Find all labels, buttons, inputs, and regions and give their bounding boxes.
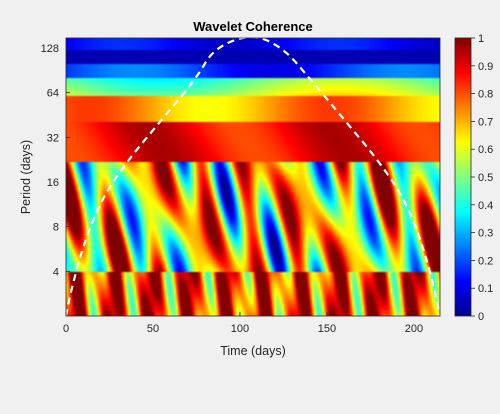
x-tick-label: 0	[63, 323, 69, 335]
x-axis-label: Time (days)	[220, 344, 286, 358]
x-tick-label: 50	[147, 323, 159, 335]
y-tick-label: 8	[53, 222, 59, 234]
y-tick-label: 128	[41, 43, 59, 55]
y-tick-label: 4	[53, 266, 59, 278]
cone-of-influence-line	[66, 38, 440, 316]
x-tick-label: 200	[405, 323, 423, 335]
colorbar-tick-label: 0.7	[478, 116, 493, 128]
y-tick-label: 16	[47, 177, 59, 189]
colorbar	[454, 37, 472, 317]
y-tick-label: 32	[47, 132, 59, 144]
colorbar-tick-label: 0.2	[478, 255, 493, 267]
y-axis: 4 8 16 32 64 128	[41, 43, 70, 278]
x-axis: 0 50 100 150 200	[63, 312, 423, 335]
colorbar-axis: 0 0.1 0.2 0.3 0.4 0.5 0.6 0.7 0.8 0.9 1	[471, 33, 493, 323]
coherence-heatmap	[66, 38, 440, 316]
colorbar-tick-label: 0.9	[478, 61, 493, 73]
colorbar-tick-label: 0	[478, 311, 484, 323]
plot-area	[66, 38, 440, 316]
colorbar-tick-label: 0.1	[478, 283, 493, 295]
colorbar-tick-label: 0.5	[478, 172, 493, 184]
chart-title: Wavelet Coherence	[193, 19, 312, 34]
colorbar-tick-label: 0.8	[478, 89, 493, 101]
colorbar-tick-label: 0.6	[478, 144, 493, 156]
plot-frame	[65, 37, 441, 317]
y-tick-label: 64	[47, 88, 59, 100]
x-tick-label: 100	[231, 323, 249, 335]
colorbar-tick-label: 0.3	[478, 228, 493, 240]
y-axis-label: Period (days)	[19, 140, 33, 214]
x-tick-label: 150	[318, 323, 336, 335]
colorbar-tick-label: 1	[478, 33, 484, 45]
colorbar-tick-label: 0.4	[478, 200, 493, 212]
